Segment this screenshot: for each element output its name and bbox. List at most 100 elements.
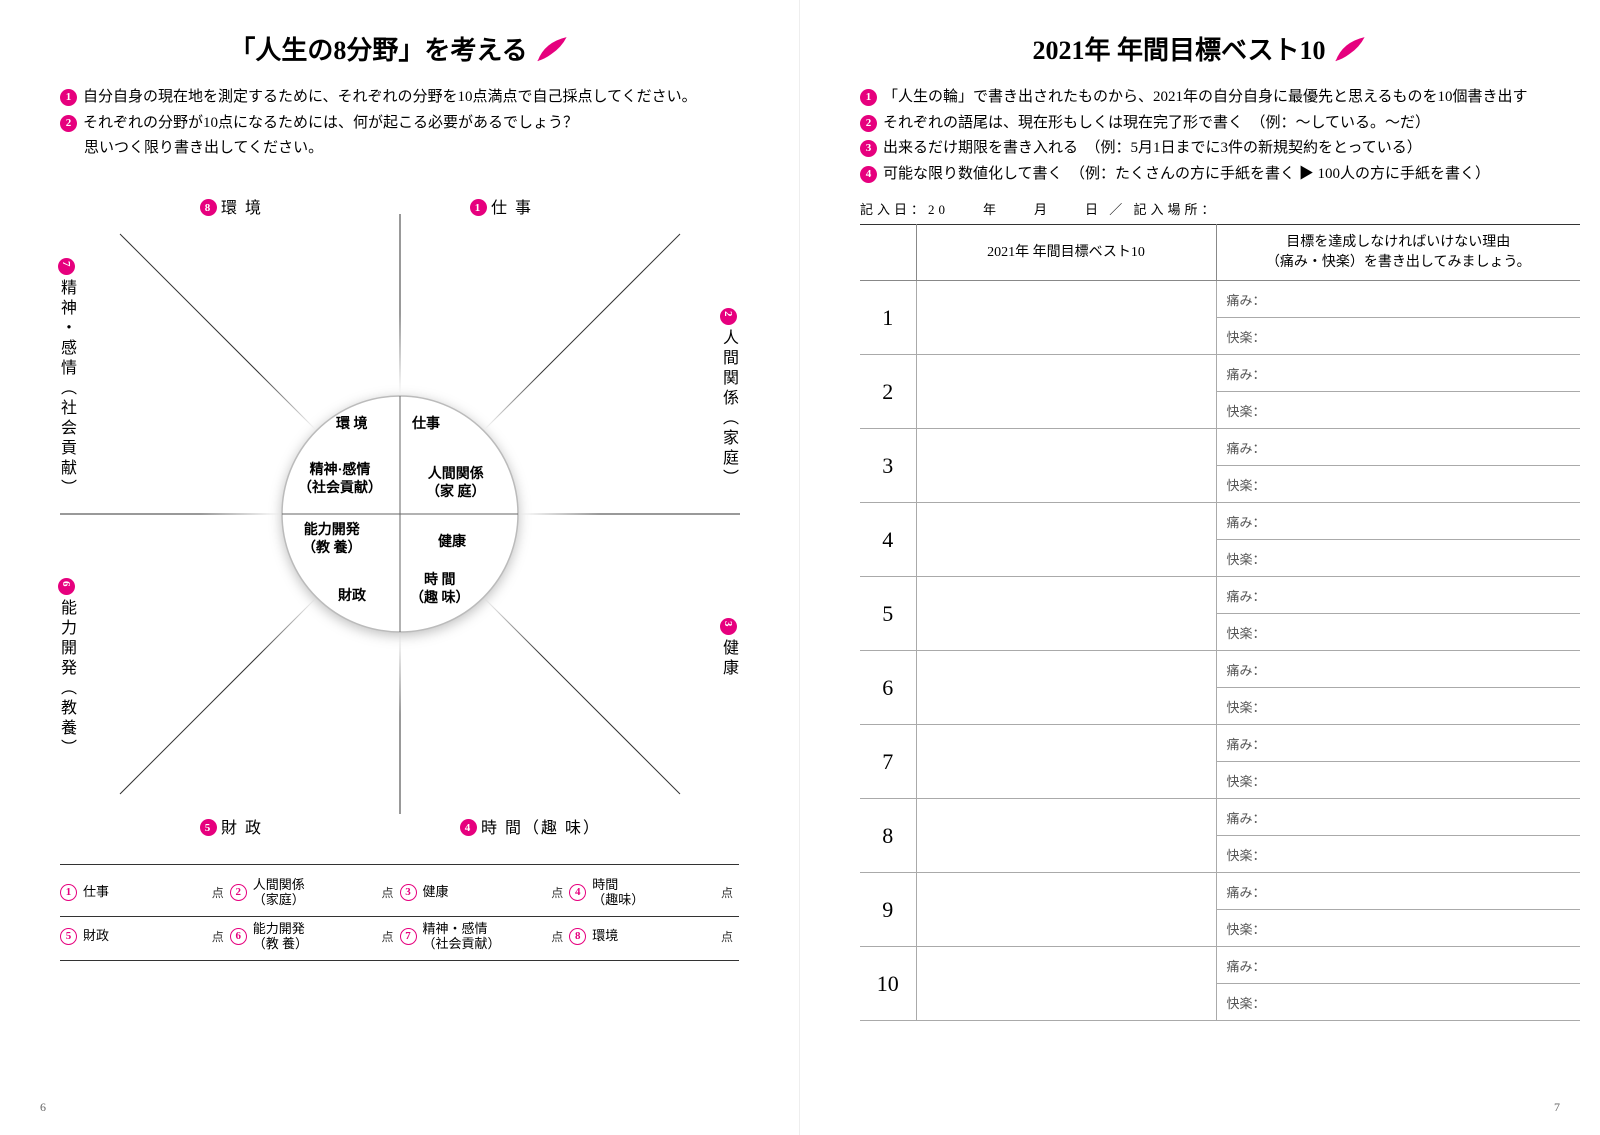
goal-cell[interactable] bbox=[916, 577, 1216, 651]
entry-date-line: 記入日：20 年 月 日 ／ 記入場所： bbox=[860, 199, 1540, 218]
pain-cell[interactable]: 痛み： bbox=[1216, 873, 1580, 910]
inner-7: 精神·感情（社会貢献） bbox=[298, 462, 382, 498]
goal-cell[interactable] bbox=[916, 355, 1216, 429]
goal-row: 7 痛み： bbox=[860, 725, 1580, 762]
life-wheel-diagram: 1仕 事 2人間関係（家庭） 3健康 4時 間（趣 味） 5財 政 6能力開発（… bbox=[40, 174, 760, 854]
goal-row: 10 痛み： bbox=[860, 947, 1580, 984]
pain-cell[interactable]: 痛み： bbox=[1216, 577, 1580, 614]
right-title: 2021年 年間目標ベスト10 bbox=[1032, 30, 1325, 67]
score-label: 仕事 bbox=[83, 884, 206, 900]
left-title-row: 「人生の8分野」を考える bbox=[40, 30, 759, 67]
instr-text: それぞれの分野が10点になるためには、何が起こる必要があるでしょう？ bbox=[83, 111, 578, 137]
goal-row: 6 痛み： bbox=[860, 651, 1580, 688]
score-label: 財政 bbox=[83, 928, 206, 944]
pleasure-cell[interactable]: 快楽： bbox=[1216, 466, 1580, 503]
instr-text: 可能な限り数値化して書く （例：たくさんの方に手紙を書く ▶ 100人の方に手紙… bbox=[883, 162, 1490, 188]
page-number-right: 7 bbox=[1554, 1100, 1560, 1115]
row-number: 5 bbox=[860, 577, 916, 651]
goal-cell[interactable] bbox=[916, 947, 1216, 1021]
seg-6: 6能力開発（教養） bbox=[54, 574, 78, 759]
page-left: 「人生の8分野」を考える 1自分自身の現在地を測定するために、それぞれの分野を1… bbox=[0, 0, 800, 1135]
row-number: 10 bbox=[860, 947, 916, 1021]
bullet-icon: 4 bbox=[860, 166, 877, 183]
pain-cell[interactable]: 痛み： bbox=[1216, 281, 1580, 318]
pain-cell[interactable]: 痛み： bbox=[1216, 799, 1580, 836]
right-instructions: 1「人生の輪」で書き出されたものから、2021年の自分自身に最優先と思えるものを… bbox=[860, 85, 1540, 187]
goal-cell[interactable] bbox=[916, 429, 1216, 503]
goal-row: 2 痛み： bbox=[860, 355, 1580, 392]
score-label: 人間関係（家庭） bbox=[253, 877, 376, 908]
left-title: 「人生の8分野」を考える bbox=[229, 30, 527, 67]
goal-table: 2021年 年間目標ベスト10 目標を達成しなければいけない理由（痛み・快楽）を… bbox=[860, 224, 1580, 1021]
score-label: 健康 bbox=[423, 884, 546, 900]
pleasure-cell[interactable]: 快楽： bbox=[1216, 984, 1580, 1021]
score-unit: 点 bbox=[212, 928, 230, 945]
row-number: 7 bbox=[860, 725, 916, 799]
pleasure-cell[interactable]: 快楽： bbox=[1216, 318, 1580, 355]
pain-cell[interactable]: 痛み： bbox=[1216, 503, 1580, 540]
score-unit: 点 bbox=[381, 884, 399, 901]
score-num-icon: 4 bbox=[569, 884, 586, 901]
score-label: 環境 bbox=[592, 928, 715, 944]
score-unit: 点 bbox=[381, 928, 399, 945]
score-unit: 点 bbox=[212, 884, 230, 901]
pain-cell[interactable]: 痛み： bbox=[1216, 725, 1580, 762]
pleasure-cell[interactable]: 快楽： bbox=[1216, 614, 1580, 651]
pleasure-cell[interactable]: 快楽： bbox=[1216, 762, 1580, 799]
col-reason: 目標を達成しなければいけない理由（痛み・快楽）を書き出してみましょう。 bbox=[1216, 225, 1580, 281]
goal-cell[interactable] bbox=[916, 799, 1216, 873]
instr-tail: 思いつく限り書き出してください。 bbox=[84, 136, 739, 162]
page-right: 2021年 年間目標ベスト10 1「人生の輪」で書き出されたものから、2021年… bbox=[800, 0, 1600, 1135]
goal-cell[interactable] bbox=[916, 873, 1216, 947]
goal-cell[interactable] bbox=[916, 281, 1216, 355]
inner-2: 人間関係（家 庭） bbox=[426, 466, 486, 502]
row-number: 4 bbox=[860, 503, 916, 577]
goal-cell[interactable] bbox=[916, 503, 1216, 577]
inner-4: 時 間（趣 味） bbox=[410, 572, 470, 608]
seg-8: 8環 境 bbox=[200, 194, 263, 218]
pleasure-cell[interactable]: 快楽： bbox=[1216, 910, 1580, 947]
instr-line: 3出来るだけ期限を書き入れる （例：5月1日までに3件の新規契約をとっている） bbox=[860, 136, 1540, 162]
row-number: 2 bbox=[860, 355, 916, 429]
col-num bbox=[860, 225, 916, 281]
right-title-row: 2021年 年間目標ベスト10 bbox=[840, 30, 1560, 67]
bullet-icon: 2 bbox=[860, 115, 877, 132]
goal-row: 9 痛み： bbox=[860, 873, 1580, 910]
score-num-icon: 7 bbox=[400, 928, 417, 945]
row-number: 3 bbox=[860, 429, 916, 503]
score-cell: 8 環境 点 bbox=[569, 917, 739, 961]
pain-cell[interactable]: 痛み： bbox=[1216, 429, 1580, 466]
bullet-icon: 1 bbox=[60, 89, 77, 106]
pleasure-cell[interactable]: 快楽： bbox=[1216, 540, 1580, 577]
row-number: 1 bbox=[860, 281, 916, 355]
pain-cell[interactable]: 痛み： bbox=[1216, 947, 1580, 984]
score-cell: 2 人間関係（家庭） 点 bbox=[230, 873, 400, 917]
pleasure-cell[interactable]: 快楽： bbox=[1216, 392, 1580, 429]
inner-5: 財政 bbox=[338, 588, 366, 606]
score-unit: 点 bbox=[551, 884, 569, 901]
left-instructions: 1自分自身の現在地を測定するために、それぞれの分野を10点満点で自己採点してくだ… bbox=[60, 85, 739, 162]
pain-cell[interactable]: 痛み： bbox=[1216, 651, 1580, 688]
goal-row: 5 痛み： bbox=[860, 577, 1580, 614]
instr-line: 1「人生の輪」で書き出されたものから、2021年の自分自身に最優先と思えるものを… bbox=[860, 85, 1540, 111]
goal-cell[interactable] bbox=[916, 651, 1216, 725]
instr-text: 「人生の輪」で書き出されたものから、2021年の自分自身に最優先と思えるものを1… bbox=[883, 85, 1528, 111]
bullet-icon: 2 bbox=[60, 115, 77, 132]
score-unit: 点 bbox=[721, 884, 739, 901]
goal-row: 3 痛み： bbox=[860, 429, 1580, 466]
score-cell: 6 能力開発（教 養） 点 bbox=[230, 917, 400, 961]
seg-1: 1仕 事 bbox=[470, 194, 533, 218]
pain-cell[interactable]: 痛み： bbox=[1216, 355, 1580, 392]
score-num-icon: 2 bbox=[230, 884, 247, 901]
score-label: 時間（趣味） bbox=[592, 877, 715, 908]
pleasure-cell[interactable]: 快楽： bbox=[1216, 836, 1580, 873]
pleasure-cell[interactable]: 快楽： bbox=[1216, 688, 1580, 725]
inner-3: 健康 bbox=[438, 534, 466, 552]
page-number-left: 6 bbox=[40, 1100, 46, 1115]
row-number: 8 bbox=[860, 799, 916, 873]
feather-icon bbox=[536, 35, 570, 63]
score-cell: 7 精神・感情（社会貢献） 点 bbox=[400, 917, 570, 961]
goal-cell[interactable] bbox=[916, 725, 1216, 799]
inner-1: 仕事 bbox=[412, 416, 440, 434]
seg-5: 5財 政 bbox=[200, 814, 263, 838]
